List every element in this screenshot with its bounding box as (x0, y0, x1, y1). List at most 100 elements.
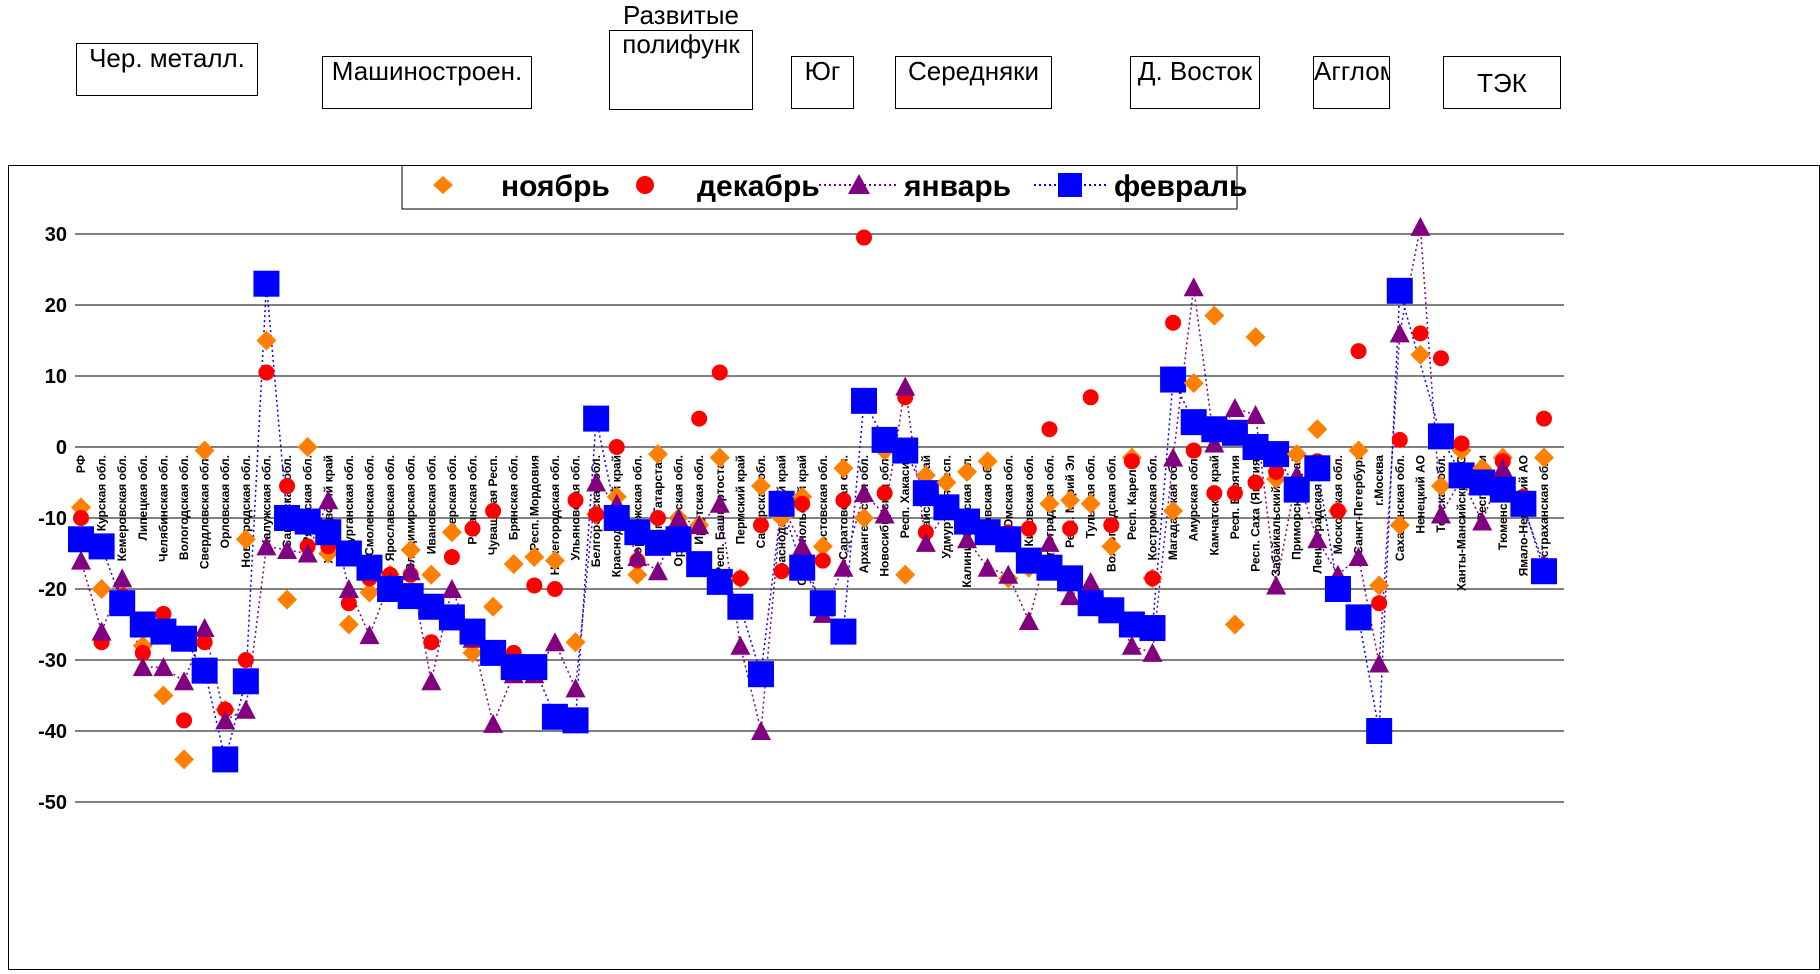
point-jan (338, 579, 359, 598)
point-jan (627, 547, 648, 567)
point-nov (421, 564, 442, 585)
point-feb (1510, 490, 1537, 517)
point-nov (1183, 373, 1204, 394)
legend-label-dec: декабрь (697, 170, 820, 203)
point-jan (1492, 458, 1513, 478)
group-label-machine-building: Машиностроен. (322, 56, 532, 109)
category-label: Камчатский край (1207, 455, 1221, 556)
category-label: Курская обл. (95, 455, 109, 531)
point-jan (668, 508, 689, 527)
point-nov (709, 447, 730, 468)
point-feb (521, 654, 548, 681)
point-jan (895, 376, 916, 396)
point-jan (1266, 575, 1287, 595)
point-nov (1410, 344, 1431, 365)
category-label: Самарская обл. (280, 455, 294, 548)
point-nov (400, 539, 421, 560)
point-nov (462, 642, 483, 663)
point-jan (1472, 511, 1493, 531)
point-dec (1123, 453, 1140, 470)
point-dec (1062, 520, 1079, 537)
point-jan (277, 539, 298, 559)
category-label: Костромская обл. (1145, 455, 1159, 560)
category-label: Кемеровская обл. (115, 455, 129, 561)
point-feb (1324, 576, 1351, 602)
legend-marker-nov (433, 176, 453, 194)
point-feb (1304, 455, 1331, 482)
point-feb (232, 668, 259, 695)
point-nov (895, 564, 916, 585)
point-nov (1060, 490, 1081, 511)
point-jan (874, 504, 895, 524)
point-nov (359, 582, 380, 603)
point-dec (835, 492, 852, 509)
point-jan (833, 557, 854, 577)
point-nov (627, 564, 648, 585)
point-dec (917, 524, 934, 541)
point-jan (256, 536, 277, 556)
point-jan (421, 671, 442, 691)
category-label: Респ. Татарстан (651, 455, 665, 550)
point-nov (833, 458, 854, 479)
point-dec (1432, 350, 1449, 367)
point-dec (1103, 517, 1120, 534)
group-label-fuel-energy: ТЭК (1443, 56, 1561, 109)
point-feb (789, 554, 816, 581)
category-label: Ростовская обл. (816, 455, 830, 552)
point-dec (1206, 485, 1223, 502)
y-tick-label: -40 (38, 721, 67, 743)
point-nov (277, 589, 298, 610)
point-dec (464, 520, 481, 537)
legend-label-feb: февраль (1114, 170, 1248, 203)
group-label-developed-multifunctional: Развитые полифунк (609, 1, 753, 110)
category-label: Ненецкий АО (1413, 455, 1427, 534)
group-label-text: Д. Восток (1137, 56, 1253, 86)
point-nov (977, 451, 998, 472)
legend-marker-dec (636, 176, 654, 194)
point-jan (1348, 547, 1369, 567)
point-dec (794, 495, 811, 512)
point-nov (1224, 614, 1245, 635)
point-dec (546, 581, 563, 597)
point-nov (647, 444, 668, 465)
point-nov (483, 596, 504, 617)
point-dec (73, 510, 89, 526)
point-jan (854, 483, 875, 503)
category-label: Сахалинская обл. (1393, 455, 1407, 561)
point-jan (1163, 447, 1184, 467)
category-label: Челябинская обл. (156, 455, 170, 562)
category-label: Респ. Саха (Якутия) (1249, 455, 1263, 572)
point-nov (1348, 440, 1369, 461)
point-dec (1391, 431, 1408, 448)
category-label: Респ. Мордовия (527, 455, 541, 551)
group-label-far-east: Д. Восток (1130, 56, 1260, 109)
point-nov (1369, 575, 1390, 596)
point-feb (191, 657, 218, 684)
scatter-plot: 30 20 10 0 -10 -20 -30 -40 -50 РФ Курская обл. Кем… (38, 164, 1564, 814)
category-label: Респ. Башкортостан (713, 455, 727, 575)
point-dec (279, 478, 296, 495)
point-jan (91, 621, 112, 641)
point-nov (1101, 536, 1122, 557)
point-jan (359, 625, 380, 645)
category-label: Омская обл. (1001, 455, 1015, 528)
point-jan (1307, 529, 1328, 549)
point-dec (1185, 442, 1202, 459)
point-nov (194, 440, 215, 461)
point-jan (998, 564, 1019, 584)
point-feb (253, 270, 280, 297)
point-dec (443, 549, 460, 566)
point-dec (608, 439, 625, 455)
point-nov (1307, 419, 1328, 440)
category-label: Курганская обл. (342, 455, 356, 550)
point-dec (485, 502, 502, 519)
point-jan (730, 635, 751, 655)
point-nov (1080, 493, 1101, 514)
point-dec (1144, 570, 1161, 587)
point-jan (565, 678, 586, 698)
point-jan (215, 710, 236, 730)
point-dec (237, 652, 254, 668)
point-feb (830, 618, 857, 645)
point-dec (649, 510, 666, 526)
point-jan (586, 472, 607, 492)
